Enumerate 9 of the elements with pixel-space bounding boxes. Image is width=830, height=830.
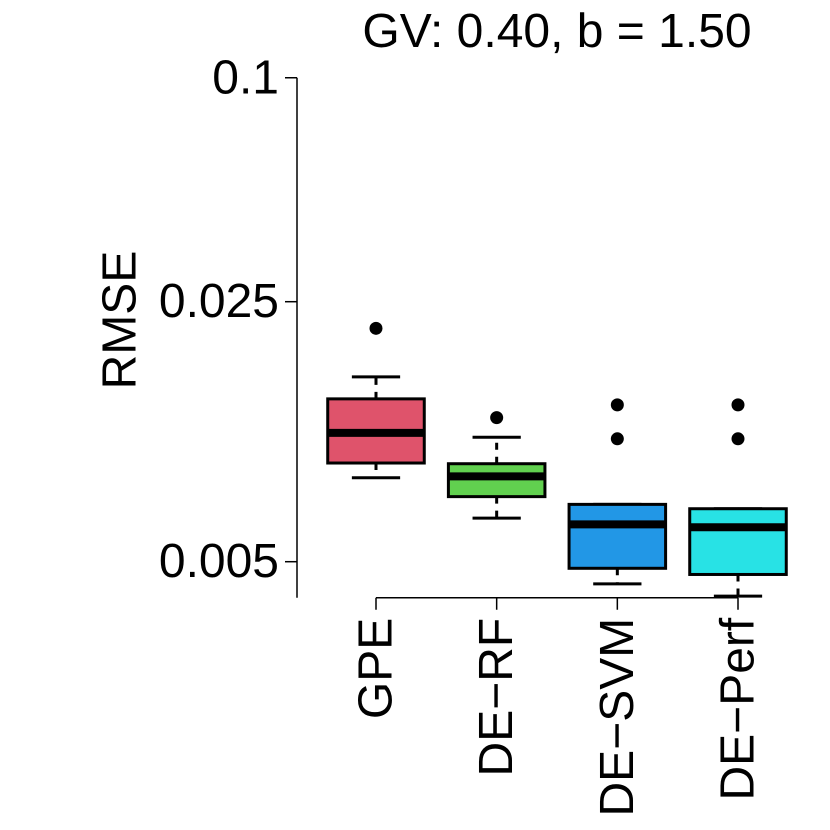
x-tick-label: DE−Perf xyxy=(712,617,764,800)
x-tick-label: GPE xyxy=(350,618,402,720)
y-axis-title: RMSE xyxy=(94,250,146,390)
chart-title: GV: 0.40, b = 1.50 xyxy=(362,5,752,58)
x-tick-label: DE−SVM xyxy=(590,618,644,816)
y-tick-label: 0.025 xyxy=(158,275,279,328)
x-tick-label: DE−RF xyxy=(470,618,524,776)
y-tick-label: 0.005 xyxy=(158,535,279,588)
y-tick-label: 0.1 xyxy=(212,51,279,104)
